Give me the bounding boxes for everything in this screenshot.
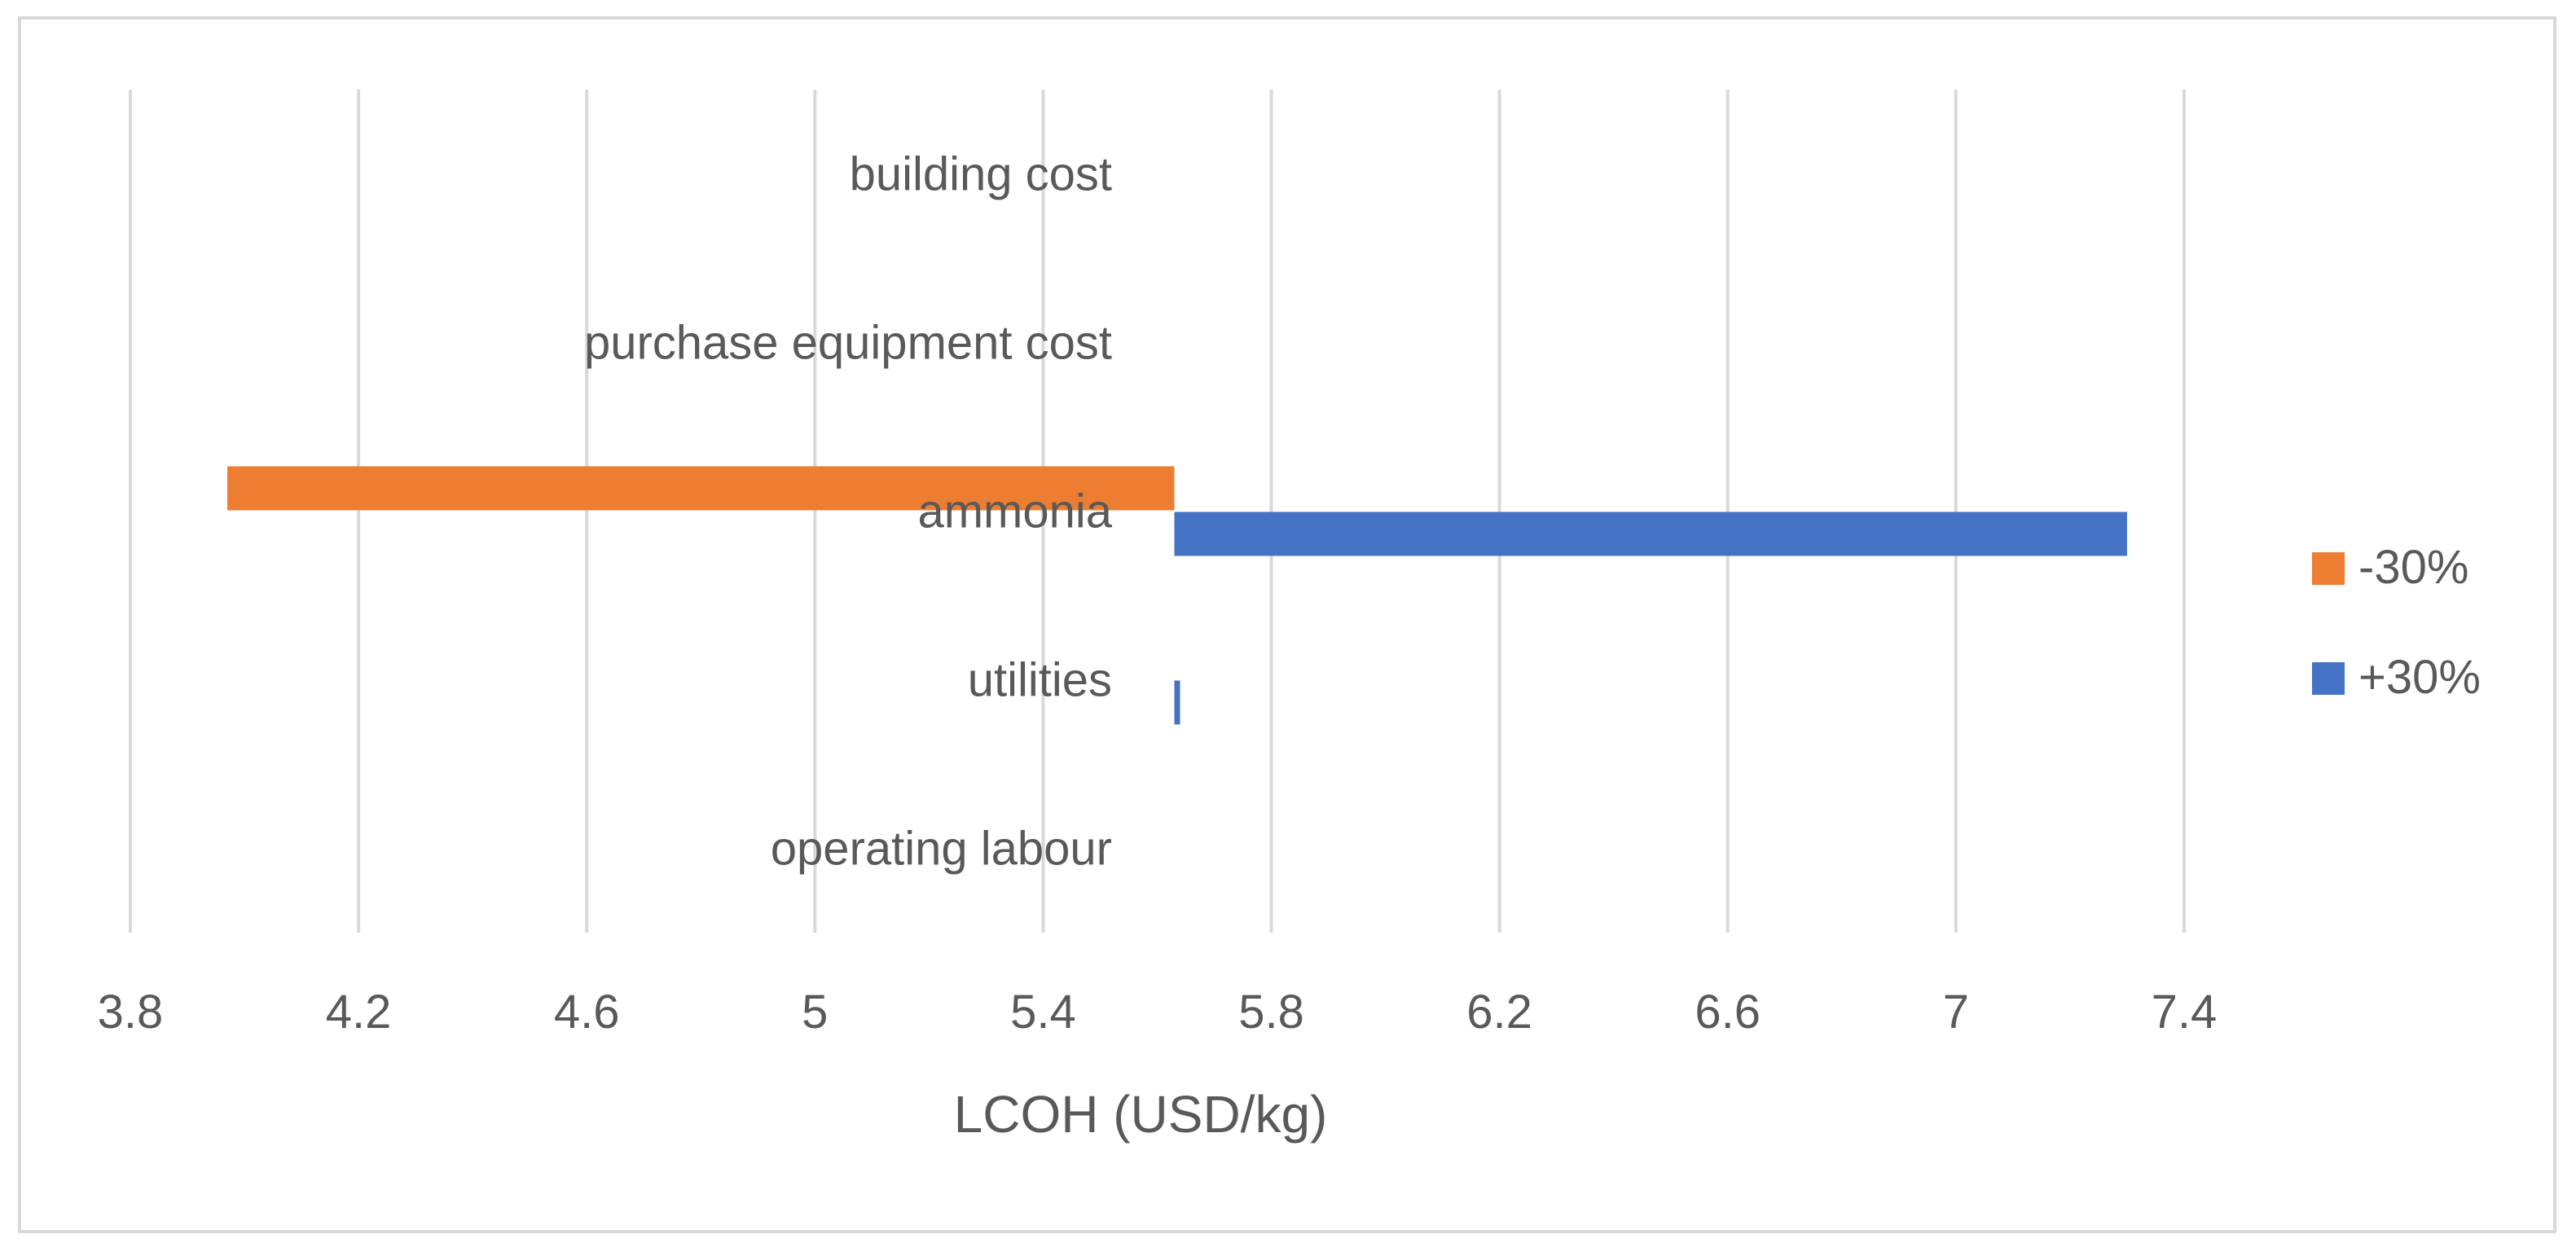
x-axis-tick-labels: 3.8 4.2 4.6 5 5.4 5.8 6.2 6.6 7 7.4 [98, 986, 2218, 1039]
bar-minus30 [227, 466, 1175, 511]
legend-swatch [2312, 662, 2345, 695]
x-tick-label: 5.4 [1010, 986, 1076, 1039]
bar-plus30 [1174, 512, 2127, 556]
bars [227, 466, 2127, 725]
x-tick-label: 4.6 [554, 986, 620, 1039]
legend-label: -30% [2358, 541, 2468, 594]
legend-swatch [2312, 552, 2345, 585]
legend-label: +30% [2358, 651, 2481, 704]
x-axis-title: LCOH (USD/kg) [954, 1085, 1328, 1144]
bar-plus30 [1174, 680, 1180, 725]
chart-frame [18, 16, 2556, 1233]
category-label: operating labour [771, 823, 1112, 876]
legend: -30% +30% [2312, 541, 2481, 704]
category-label: ammonia [917, 485, 1112, 538]
x-tick-label: 5 [802, 986, 828, 1039]
category-label: utilities [968, 654, 1112, 707]
category-label: building cost [850, 148, 1112, 201]
category-labels: building cost purchase equipment cost ammo… [584, 148, 1113, 876]
gridlines [129, 90, 2186, 933]
category-label: purchase equipment cost [584, 317, 1112, 370]
x-tick-label: 3.8 [98, 986, 164, 1039]
x-tick-label: 5.8 [1238, 986, 1304, 1039]
x-tick-label: 6.2 [1466, 986, 1532, 1039]
x-tick-label: 7.4 [2152, 986, 2218, 1039]
x-tick-label: 6.6 [1695, 986, 1761, 1039]
x-tick-label: 7 [1943, 986, 1969, 1039]
x-tick-label: 4.2 [326, 986, 392, 1039]
